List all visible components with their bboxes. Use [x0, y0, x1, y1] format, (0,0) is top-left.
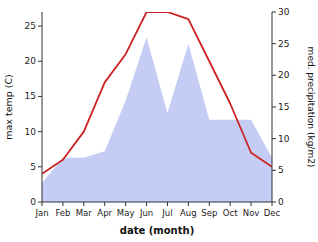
y-tick [38, 26, 42, 27]
y2-tick-label: 5 [278, 165, 284, 175]
x-tick [42, 202, 43, 206]
y-tick-label: 15 [25, 91, 36, 101]
y2-tick [272, 43, 276, 44]
temp-line [42, 12, 272, 174]
x-tick-label: Jun [139, 208, 153, 218]
x-axis-line [42, 202, 272, 203]
y2-tick [272, 107, 276, 108]
y2-tick-label: 10 [278, 134, 290, 144]
plot-area [42, 12, 272, 202]
x-tick [251, 202, 252, 206]
chart: JanFebMarAprMayJunJulAugSepOctNovDec0510… [0, 0, 318, 242]
y-axis-line [42, 12, 43, 202]
x-tick [104, 202, 105, 206]
x-tick-label: Nov [243, 208, 260, 218]
x-tick-label: Jan [34, 208, 48, 218]
x-tick [83, 202, 84, 206]
y-tick [38, 96, 42, 97]
x-tick [167, 202, 168, 206]
y2-tick-label: 0 [278, 197, 284, 207]
y2-tick [272, 75, 276, 76]
x-tick [62, 202, 63, 206]
x-tick-label: Aug [180, 208, 197, 218]
x-tick [209, 202, 210, 206]
x-tick [272, 202, 273, 206]
y2-tick [272, 138, 276, 139]
x-tick [230, 202, 231, 206]
x-tick-label: Jul [161, 208, 172, 218]
x-tick-label: Mar [76, 208, 93, 218]
y-tick [38, 131, 42, 132]
y2-tick [272, 170, 276, 171]
y2-tick [272, 202, 276, 203]
y-tick-label: 20 [25, 56, 37, 66]
axes: JanFebMarAprMayJunJulAugSepOctNovDec0510… [25, 7, 290, 218]
x-tick-label: Apr [97, 208, 112, 218]
x-axis-label: date (month) [120, 225, 194, 236]
x-tick [146, 202, 147, 206]
y2-tick-label: 25 [278, 39, 289, 49]
y-axis-label: max temp (C) [3, 74, 14, 140]
x-tick-label: Feb [55, 208, 70, 218]
y-tick-label: 5 [30, 162, 36, 172]
y2-tick-label: 15 [278, 102, 289, 112]
x-tick-label: Dec [264, 208, 281, 218]
x-tick [125, 202, 126, 206]
y-tick [38, 61, 42, 62]
y-tick [38, 202, 42, 203]
x-tick [188, 202, 189, 206]
y-tick-label: 0 [30, 197, 36, 207]
y-tick-label: 25 [25, 21, 36, 31]
x-tick-label: Sep [201, 208, 217, 218]
x-tick-label: Oct [223, 208, 238, 218]
y2-tick-label: 30 [278, 7, 290, 17]
y-tick-label: 10 [25, 127, 37, 137]
y2-axis-label: med. precipitation (kg/m2) [306, 47, 316, 168]
y-tick [38, 166, 42, 167]
y2-tick-label: 20 [278, 70, 290, 80]
y2-tick [272, 12, 276, 13]
x-tick-label: May [117, 208, 135, 218]
